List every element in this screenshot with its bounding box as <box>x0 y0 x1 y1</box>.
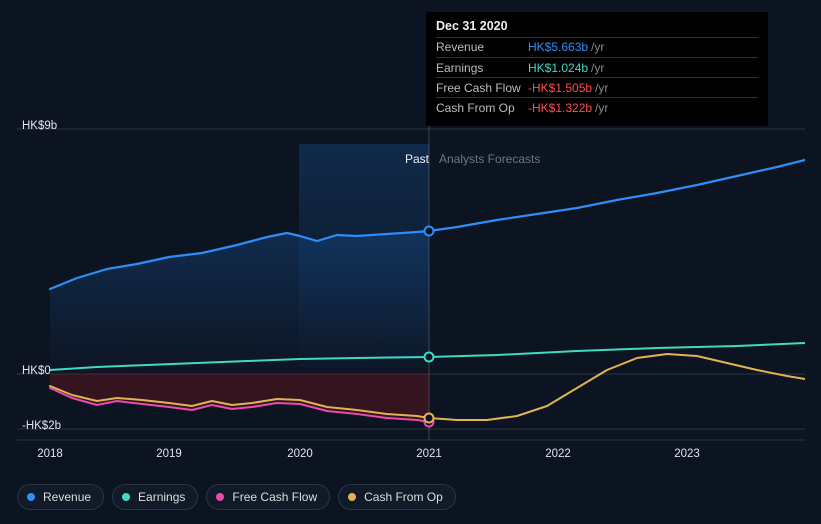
legend-dot-icon <box>348 493 356 501</box>
tooltip-row-label: Cash From Op <box>436 100 528 116</box>
legend-item-revenue[interactable]: Revenue <box>17 484 104 510</box>
tooltip-row-label: Earnings <box>436 60 528 76</box>
tooltip-row-value: -HK$1.322b <box>528 100 592 116</box>
tooltip-row: RevenueHK$5.663b/yr <box>436 37 758 57</box>
x-tick-label: 2018 <box>37 448 63 460</box>
legend-item-fcf[interactable]: Free Cash Flow <box>206 484 330 510</box>
legend-label: Cash From Op <box>364 490 443 504</box>
x-tick-label: 2019 <box>156 448 182 460</box>
tooltip-row-unit: /yr <box>595 80 608 96</box>
chart-legend: Revenue Earnings Free Cash Flow Cash From O… <box>17 484 456 510</box>
y-tick-label: HK$9b <box>22 120 57 132</box>
tooltip-row-value: HK$1.024b <box>528 60 588 76</box>
legend-label: Earnings <box>138 490 185 504</box>
tooltip-row: EarningsHK$1.024b/yr <box>436 57 758 77</box>
tooltip-row-value: HK$5.663b <box>528 39 588 55</box>
y-tick-label: HK$0 <box>22 365 51 377</box>
tooltip-row-unit: /yr <box>591 39 604 55</box>
legend-label: Free Cash Flow <box>232 490 317 504</box>
tooltip-row: Cash From Op-HK$1.322b/yr <box>436 97 758 117</box>
x-tick-label: 2023 <box>674 448 700 460</box>
tooltip-row: Free Cash Flow-HK$1.505b/yr <box>436 77 758 97</box>
legend-dot-icon <box>216 493 224 501</box>
legend-item-earnings[interactable]: Earnings <box>112 484 198 510</box>
x-tick-label: 2020 <box>287 448 313 460</box>
legend-label: Revenue <box>43 490 91 504</box>
tooltip-row-unit: /yr <box>591 60 604 76</box>
tooltip-row-label: Free Cash Flow <box>436 80 528 96</box>
tooltip-row-value: -HK$1.505b <box>528 80 592 96</box>
chart-tooltip: Dec 31 2020 RevenueHK$5.663b/yrEarningsH… <box>426 12 768 126</box>
forecast-label: Analysts Forecasts <box>439 152 540 166</box>
past-label: Past <box>405 152 429 166</box>
tooltip-title: Dec 31 2020 <box>436 18 758 35</box>
legend-dot-icon <box>27 493 35 501</box>
tooltip-row-label: Revenue <box>436 39 528 55</box>
x-tick-label: 2021 <box>416 448 442 460</box>
tooltip-row-unit: /yr <box>595 100 608 116</box>
legend-item-cfo[interactable]: Cash From Op <box>338 484 456 510</box>
x-tick-label: 2022 <box>545 448 571 460</box>
legend-dot-icon <box>122 493 130 501</box>
y-tick-label: -HK$2b <box>22 420 61 432</box>
